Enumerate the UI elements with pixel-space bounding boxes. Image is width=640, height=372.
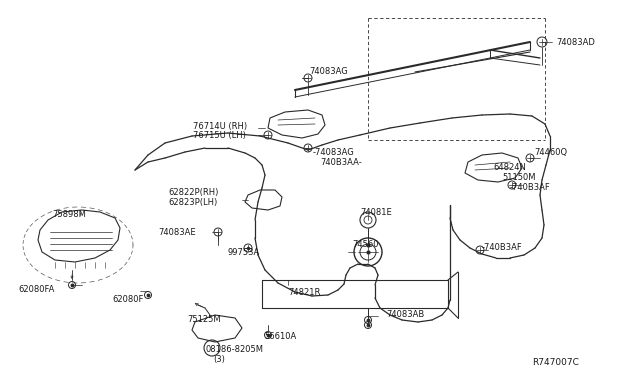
Text: 64824N: 64824N: [493, 163, 526, 172]
Text: 76715U (LH): 76715U (LH): [193, 131, 246, 140]
Text: 74083AE: 74083AE: [158, 228, 196, 237]
Text: 740B3AA-: 740B3AA-: [320, 158, 362, 167]
Text: 62080FA: 62080FA: [18, 285, 54, 294]
Text: -74083AG: -74083AG: [313, 148, 355, 157]
Text: 62823P(LH): 62823P(LH): [168, 198, 217, 207]
Text: 74083AG: 74083AG: [309, 67, 348, 76]
Text: 62822P(RH): 62822P(RH): [168, 188, 218, 197]
Text: 74083AB: 74083AB: [386, 310, 424, 319]
Text: 74081E: 74081E: [360, 208, 392, 217]
Text: 75898M: 75898M: [52, 210, 86, 219]
Text: 75125M: 75125M: [187, 315, 221, 324]
Text: 76714U (RH): 76714U (RH): [193, 122, 247, 131]
Text: 74083AD: 74083AD: [556, 38, 595, 47]
Text: 56610A: 56610A: [264, 332, 296, 341]
Text: 74560: 74560: [352, 240, 378, 249]
Text: 08186-8205M: 08186-8205M: [205, 345, 263, 354]
Text: 99753A: 99753A: [228, 248, 260, 257]
Text: 74821R: 74821R: [288, 288, 321, 297]
Text: 51150M: 51150M: [502, 173, 536, 182]
Text: R747007C: R747007C: [532, 358, 579, 367]
Text: -740B3AF: -740B3AF: [482, 243, 523, 252]
Circle shape: [204, 340, 220, 356]
Text: 62080F: 62080F: [112, 295, 143, 304]
Text: -740B3AF: -740B3AF: [510, 183, 551, 192]
Text: 74460Q: 74460Q: [534, 148, 567, 157]
Text: B: B: [209, 343, 215, 353]
Text: (3): (3): [213, 355, 225, 364]
